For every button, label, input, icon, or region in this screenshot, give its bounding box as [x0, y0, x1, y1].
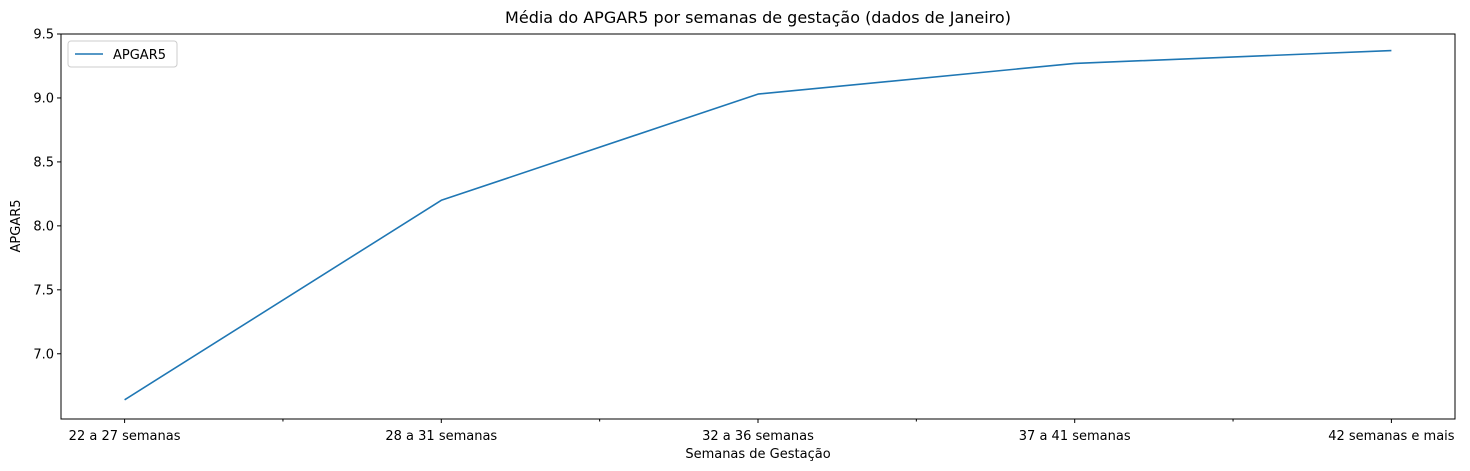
y-axis: 7.0 7.5 8.0 8.5 9.0 9.5: [33, 28, 61, 362]
plot-area: [60, 33, 1456, 420]
x-axis-label: Semanas de Gestação: [685, 447, 830, 462]
x-axis: 22 a 27 semanas 28 a 31 semanas 32 a 36 se…: [69, 419, 1455, 444]
y-tick-label: 8.5: [33, 155, 54, 170]
series-layer: [124, 49, 1392, 401]
x-tick-label: 42 semanas e mais: [1328, 429, 1455, 444]
series-line-apgar5: [124, 49, 1392, 401]
x-tick-label: 22 a 27 semanas: [69, 429, 181, 444]
y-tick-label: 7.5: [33, 283, 54, 298]
y-tick-label: 7.0: [33, 347, 54, 362]
legend-label: APGAR5: [113, 48, 166, 63]
y-axis-label: APGAR5: [9, 199, 24, 252]
plot-frame: [60, 33, 1456, 420]
legend-box: [67, 40, 178, 68]
chart-title: Média do APGAR5 por semanas de gestação …: [505, 8, 1011, 27]
x-tick-label: 37 a 41 semanas: [1019, 429, 1131, 444]
legend: APGAR5: [67, 40, 178, 68]
x-tick-label: 32 a 36 semanas: [702, 429, 814, 444]
y-tick-label: 9.5: [33, 28, 54, 43]
y-tick-label: 8.0: [33, 219, 54, 234]
x-tick-label: 28 a 31 semanas: [385, 429, 497, 444]
y-tick-label: 9.0: [33, 91, 54, 106]
